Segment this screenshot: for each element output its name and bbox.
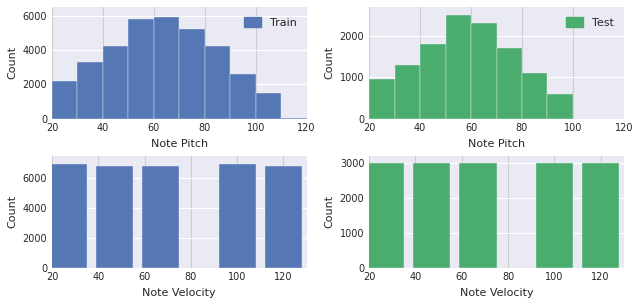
Bar <box>445 15 471 119</box>
Bar <box>547 94 573 119</box>
Y-axis label: Count: Count <box>7 195 17 228</box>
Bar <box>536 163 573 268</box>
Legend: Test: Test <box>562 13 618 32</box>
Y-axis label: Count: Count <box>324 46 334 79</box>
Bar <box>219 164 255 268</box>
Bar <box>460 163 497 268</box>
X-axis label: Note Pitch: Note Pitch <box>468 139 525 149</box>
X-axis label: Note Velocity: Note Velocity <box>460 288 533 298</box>
Bar <box>265 166 302 268</box>
Bar <box>471 23 497 119</box>
Bar <box>367 163 404 268</box>
Bar <box>413 163 450 268</box>
Bar <box>50 164 86 268</box>
Bar <box>154 17 179 119</box>
X-axis label: Note Pitch: Note Pitch <box>151 139 208 149</box>
Bar <box>420 44 445 119</box>
Bar <box>230 74 255 119</box>
Bar <box>522 73 547 119</box>
Bar <box>52 81 77 119</box>
Bar <box>129 19 154 119</box>
Bar <box>96 167 133 268</box>
Bar <box>281 118 307 119</box>
Bar <box>369 79 395 119</box>
Y-axis label: Count: Count <box>7 46 17 79</box>
Bar <box>497 48 522 119</box>
Bar <box>77 62 103 119</box>
Bar <box>582 163 619 268</box>
Legend: Train: Train <box>240 13 301 32</box>
Bar <box>395 65 420 119</box>
Bar <box>255 93 281 119</box>
Bar <box>179 29 205 119</box>
Y-axis label: Count: Count <box>324 195 334 228</box>
Bar <box>205 46 230 119</box>
Bar <box>103 46 129 119</box>
Bar <box>142 166 179 268</box>
X-axis label: Note Velocity: Note Velocity <box>143 288 216 298</box>
